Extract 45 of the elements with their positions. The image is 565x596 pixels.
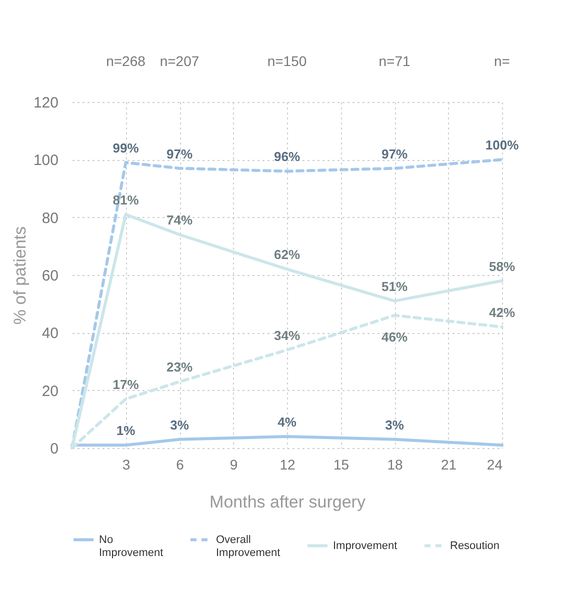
legend-label: No Improvement xyxy=(99,534,164,559)
data-label: 58% xyxy=(488,258,516,274)
data-label: 3% xyxy=(385,417,404,432)
legend-label: Overall Improvement xyxy=(216,534,280,559)
data-label: 62% xyxy=(274,247,300,262)
data-label: 1% xyxy=(116,423,136,438)
x-tick-label: 18 xyxy=(387,456,403,472)
text: n=207 xyxy=(160,53,200,69)
y-tick-label: 80 xyxy=(42,210,58,227)
data-label: 97% xyxy=(381,146,408,162)
text: n=150 xyxy=(267,53,307,69)
x-axis-title: Months after surgery xyxy=(210,492,366,512)
y-tick-label: 0 xyxy=(50,440,58,458)
x-tick-label: 21 xyxy=(440,456,457,472)
x-tick-label: 12 xyxy=(280,456,296,472)
data-label: 42% xyxy=(488,304,516,320)
data-label: 51% xyxy=(381,278,408,294)
data-label: 46% xyxy=(381,329,408,344)
legend-label: Improvement xyxy=(333,540,398,552)
y-tick-label: 40 xyxy=(42,325,58,342)
data-label: 96% xyxy=(274,149,300,164)
data-label: 81% xyxy=(112,192,140,208)
y-tick-label: 20 xyxy=(42,382,58,400)
text: n=268 xyxy=(106,53,146,69)
x-tick-label: 15 xyxy=(333,456,350,472)
data-label: 34% xyxy=(274,328,300,343)
data-label: 17% xyxy=(112,376,140,392)
y-tick-label: 120 xyxy=(33,94,58,112)
y-axis-title: % of patients xyxy=(10,226,30,325)
x-tick-label: 6 xyxy=(176,456,184,472)
data-label: 23% xyxy=(166,360,193,375)
data-label: 99% xyxy=(112,140,140,156)
text: n=71 xyxy=(378,53,410,69)
x-tick-label: 9 xyxy=(230,456,238,472)
y-tick-label: 100 xyxy=(33,152,58,170)
data-label: 3% xyxy=(170,417,190,432)
x-tick-label: 3 xyxy=(122,456,130,472)
data-label: 97% xyxy=(166,146,193,162)
data-label: 100% xyxy=(485,138,520,153)
data-label: 4% xyxy=(278,414,297,430)
data-label: 74% xyxy=(166,212,193,228)
text: n= xyxy=(494,53,510,69)
legend-label: Resoution xyxy=(450,540,500,552)
y-tick-label: 60 xyxy=(42,268,58,284)
x-tick-label: 24 xyxy=(486,456,503,472)
